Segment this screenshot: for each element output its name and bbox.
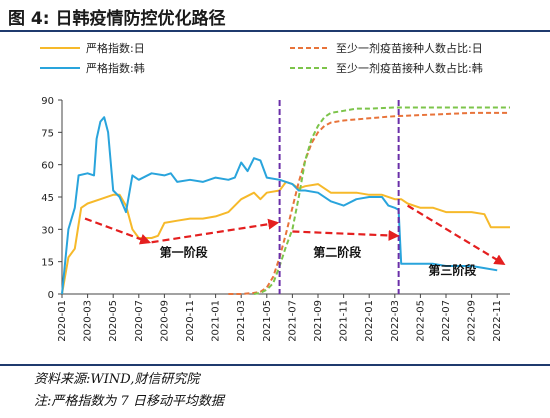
chart: 0 15 30 45 60 75 90 2020-01 2020-03 2020-05 2020-0… [40,41,510,342]
x-tick-label: 2022-03 [390,300,401,342]
x-tick-label: 2020-07 [134,300,145,342]
y-tick-label: 75 [41,128,54,139]
y-tick-label: 0 [48,290,54,301]
legend-label-4: 至少一剂疫苗接种人数占比:韩 [336,61,483,75]
x-tick-label: 2022-11 [492,300,503,342]
x-tick-label: 2022-01 [364,300,375,342]
x-tick-label: 2020-09 [159,300,170,342]
x-tick-label: 2021-03 [236,300,247,342]
source-note: 资料来源:WIND,财信研究院 [34,372,200,387]
stage-label: 第三阶段 [428,263,477,278]
x-tick-label: 2022-07 [441,300,452,342]
y-tick-label: 45 [41,193,54,204]
x-tick-label: 2021-09 [313,300,324,342]
bottom-rule [0,364,550,366]
series-lines [61,106,510,295]
x-tick-label: 2021-01 [211,300,222,342]
x-tick-label: 2022-05 [415,300,426,342]
series-line-3 [228,111,510,295]
x-tick-label: 2022-09 [467,300,478,342]
y-tick-label: 90 [41,96,54,107]
trend-arrow [292,229,400,241]
legend-label-3: 至少一剂疫苗接种人数占比:日 [336,41,483,55]
y-tick-label: 15 [41,258,54,269]
footnote: 注:严格指数为 7 日移动平均数据 [34,394,224,409]
axes: 0 15 30 45 60 75 90 2020-01 2020-03 2020-05 2020-0… [41,96,510,342]
trend-arrow [407,204,506,265]
series-line-4 [253,106,510,295]
y-tick-label: 60 [41,161,54,172]
x-tick-label: 2020-01 [57,300,68,342]
y-tick-label: 30 [41,225,54,236]
stage-label: 第二阶段 [313,244,362,259]
x-tick-label: 2021-11 [339,300,350,342]
stage-label: 第一阶段 [160,244,209,259]
legend-label-2: 严格指数:韩 [86,61,145,75]
x-tick-label: 2021-07 [287,300,298,342]
stage-dividers [278,100,400,294]
trend-arrow [84,217,152,245]
series-line-2 [61,116,498,295]
trend-arrow [151,218,280,244]
trend-arrows [84,204,506,265]
series-line-1 [61,180,510,295]
legend-label-1: 严格指数:日 [86,41,145,55]
x-tick-label: 2020-03 [83,300,94,342]
x-tick-label: 2021-05 [262,300,273,342]
figure-title: 图 4: 日韩疫情防控优化路径 [8,9,226,29]
x-tick-label: 2020-11 [185,300,196,342]
top-rule [0,30,550,32]
x-tick-label: 2020-05 [108,300,119,342]
